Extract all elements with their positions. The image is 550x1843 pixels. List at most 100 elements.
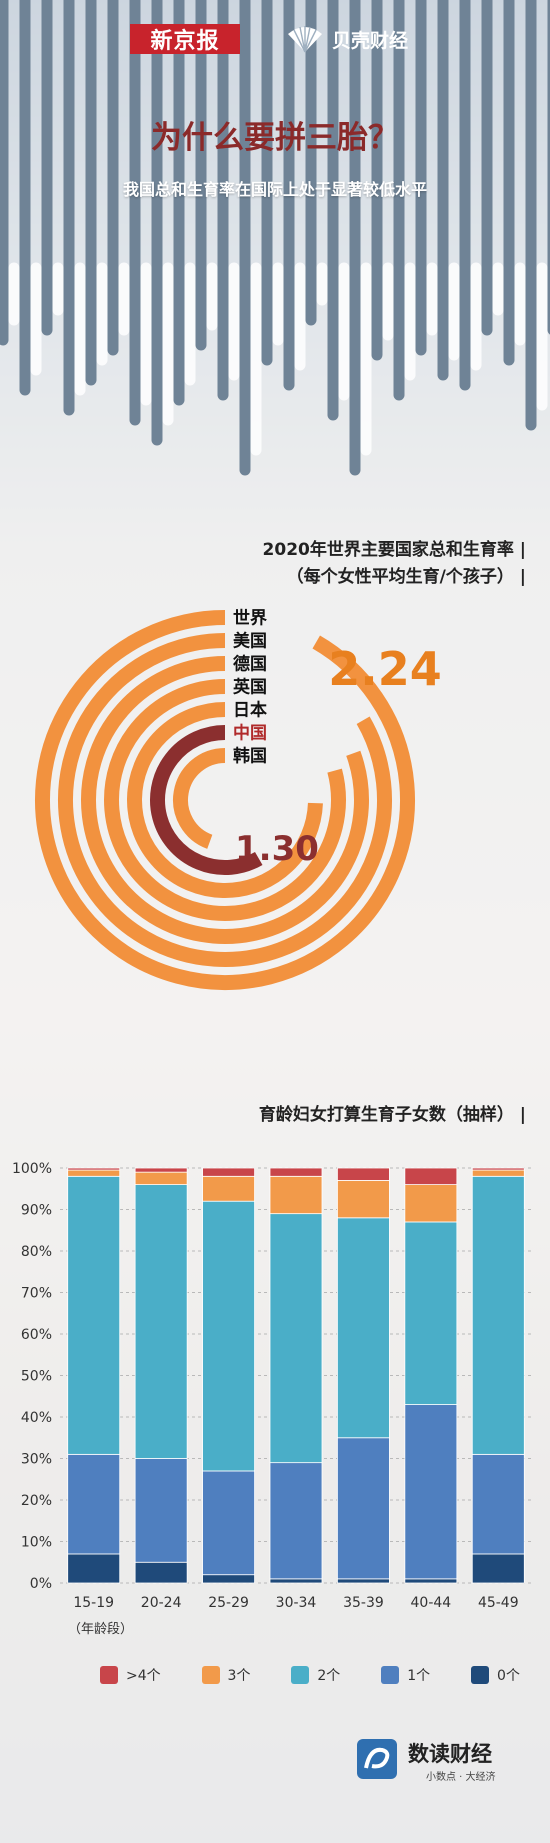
- x-axis-label: （年龄段）: [68, 1622, 133, 1637]
- radial-arc-1: [58, 633, 392, 967]
- legend-item: 1个: [381, 1665, 430, 1685]
- bar-segment: [202, 1200, 255, 1472]
- legend-label: 3个: [227, 1668, 251, 1684]
- radial-category-label: 日本: [233, 700, 267, 721]
- radial-chart-title: 2020年世界主要国家总和生育率 | （每个女性平均生育/个孩子） |: [262, 540, 526, 587]
- shudu-logo: 数读财经 小数点 · 大经济: [356, 1734, 516, 1794]
- legend-swatch: [201, 1666, 220, 1684]
- y-tick-label: 40%: [21, 1410, 52, 1426]
- x-tick-label: 30-34: [276, 1595, 317, 1611]
- bar-segment: [471, 1175, 525, 1455]
- y-tick-label: 50%: [21, 1369, 52, 1385]
- legend-item: 2个: [291, 1665, 340, 1685]
- bar-segment: [134, 1171, 188, 1185]
- legend-label: >4个: [126, 1668, 161, 1684]
- legend-label: 1个: [407, 1668, 431, 1684]
- bar-chart-legend: >4个 3个 2个 1个 0个: [100, 1665, 520, 1685]
- bar-segment: [67, 1175, 121, 1455]
- bar-segment: [337, 1180, 390, 1219]
- y-tick-label: 30%: [21, 1452, 52, 1468]
- bar-segment: [269, 1167, 323, 1177]
- bar-segment: [337, 1578, 390, 1584]
- radial-title-line1: 2020年世界主要国家总和生育率: [262, 540, 514, 560]
- bar-segment: [202, 1574, 255, 1584]
- legend-swatch: [471, 1666, 490, 1684]
- y-tick-label: 20%: [21, 1493, 52, 1509]
- radial-category-label: 德国: [233, 654, 267, 675]
- radial-title-line2: （每个女性平均生育/个孩子）: [286, 567, 514, 587]
- radial-category-label: 世界: [233, 609, 267, 629]
- radial-category-label: 美国: [233, 631, 267, 652]
- legend-item: 3个: [201, 1665, 251, 1685]
- stacked-bar-chart: 0% 10% 20% 30% 40% 50% 60% 70% 80% 90% 100% 15-19 20…: [12, 1161, 532, 1637]
- bar-segment: [337, 1437, 390, 1580]
- bar-title-text: 育龄妇女打算生育子女数（抽样）: [258, 1105, 514, 1125]
- bar-segment: [67, 1167, 121, 1171]
- bar-segment: [67, 1453, 121, 1555]
- bar-segment: [337, 1217, 390, 1439]
- shell-icon: [288, 26, 322, 53]
- legend-item: >4个: [100, 1665, 161, 1685]
- shudu-logo-icon: [357, 1739, 397, 1779]
- x-tick-label: 40-44: [411, 1595, 452, 1611]
- bar-segment: [404, 1221, 458, 1405]
- radial-arc-5: [150, 725, 263, 875]
- shudu-logo-text: 数读财经: [408, 1742, 492, 1766]
- beike-logo: 贝壳财经: [284, 22, 444, 56]
- bar-segment: [471, 1453, 525, 1555]
- xinjingbao-logo: 新京报: [130, 24, 240, 54]
- legend-swatch: [381, 1666, 400, 1684]
- legend-label: 0个: [497, 1668, 520, 1684]
- x-tick-label: 20-24: [141, 1595, 182, 1611]
- radial-value-label: 2.24: [328, 642, 442, 696]
- bar-segment: [337, 1167, 390, 1181]
- radial-category-label: 韩国: [233, 746, 267, 767]
- y-tick-label: 90%: [21, 1203, 52, 1219]
- xinjingbao-logo-text: 新京报: [150, 28, 220, 54]
- y-tick-label: 100%: [12, 1161, 52, 1177]
- bar-chart-title: 育龄妇女打算生育子女数（抽样） |: [258, 1105, 526, 1125]
- bar-segment: [134, 1561, 188, 1584]
- radial-value-label: 1.30: [235, 829, 319, 869]
- shudu-logo-tagline: 小数点 · 大经济: [426, 1772, 496, 1783]
- y-tick-label: 80%: [21, 1244, 52, 1260]
- radial-arc-6: [173, 748, 226, 849]
- radial-arc-3: [104, 679, 346, 921]
- bar-segment: [269, 1213, 323, 1464]
- bar-segment: [269, 1175, 323, 1215]
- radial-arc-4: [127, 702, 323, 898]
- x-tick-label: 15-19: [73, 1595, 114, 1611]
- bar-segment: [134, 1458, 188, 1563]
- radial-category-label: 中国: [233, 723, 267, 744]
- beike-logo-text: 贝壳财经: [332, 29, 409, 52]
- x-tick-label: 45-49: [478, 1595, 519, 1611]
- legend-label: 2个: [317, 1668, 341, 1684]
- bar-segment: [404, 1404, 458, 1580]
- bar-segment: [134, 1184, 188, 1459]
- bar-segment: [404, 1167, 458, 1186]
- bar-segment: [134, 1167, 188, 1173]
- x-tick-label: 35-39: [343, 1595, 384, 1611]
- bar-segment: [471, 1167, 525, 1171]
- legend-swatch: [100, 1666, 118, 1684]
- bar-segment: [202, 1175, 255, 1202]
- bar-segment: [404, 1184, 458, 1223]
- radial-category-label: 英国: [233, 677, 267, 698]
- bar-segment: [471, 1169, 525, 1177]
- bar-segment: [269, 1462, 323, 1580]
- y-tick-label: 70%: [21, 1286, 52, 1302]
- page-title: 为什么要拼三胎？: [151, 120, 399, 156]
- bar-segment: [404, 1578, 458, 1584]
- page-subtitle: 我国总和生育率在国际上处于显著较低水平: [122, 180, 427, 199]
- y-tick-label: 60%: [21, 1327, 52, 1343]
- bar-segment: [202, 1470, 255, 1576]
- y-tick-label: 0%: [30, 1576, 52, 1592]
- bar-segment: [67, 1553, 121, 1584]
- radial-arc-0: [35, 610, 415, 990]
- bar-segment: [202, 1167, 255, 1177]
- header-decoration: [0, 0, 550, 476]
- x-tick-label: 25-29: [208, 1595, 249, 1611]
- y-tick-label: 10%: [21, 1535, 52, 1551]
- radial-arc-2: [81, 656, 369, 944]
